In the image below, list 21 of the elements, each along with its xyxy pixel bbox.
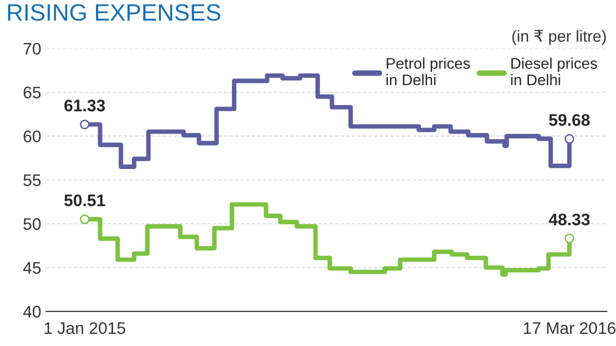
chart-title: RISING EXPENSES (8, 4, 220, 21)
y-tick-label: 70 (24, 42, 41, 55)
x-tick-label: 17 Mar 2016 (524, 322, 616, 334)
y-tick-label: 65 (24, 86, 41, 98)
x-tick-label: 1 Jan 2015 (44, 322, 126, 334)
legend-label: Petrol prices in Delhi (386, 58, 470, 86)
data-label: 59.68 (549, 114, 590, 126)
y-tick-label: 50 (23, 218, 41, 230)
y-tick-label: 45 (23, 262, 41, 274)
point (564, 234, 574, 244)
y-tick-label: 55 (23, 174, 41, 186)
y-tick-label: 60 (24, 130, 41, 142)
text: (in ₹ per litre) (512, 30, 606, 45)
point (80, 120, 90, 130)
data-label: 50.51 (64, 194, 106, 206)
y-tick-label: 40 (23, 306, 41, 318)
data-label: 48.33 (548, 214, 590, 226)
legend-label: Diesel prices in Delhi (511, 58, 598, 86)
point (80, 214, 90, 224)
data-label: 61.33 (64, 100, 105, 112)
point (564, 134, 574, 144)
